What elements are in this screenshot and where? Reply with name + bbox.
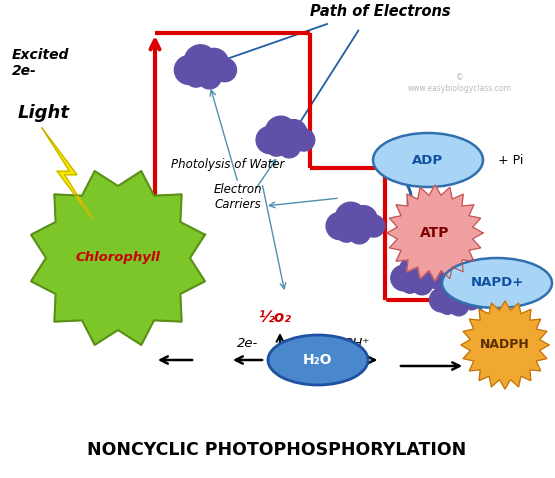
Circle shape	[451, 282, 475, 306]
Circle shape	[185, 65, 207, 87]
Circle shape	[174, 55, 203, 85]
Text: Chlorophyll: Chlorophyll	[75, 251, 160, 264]
Circle shape	[198, 65, 221, 89]
Circle shape	[400, 256, 428, 284]
Circle shape	[400, 274, 420, 293]
Text: + Pi: + Pi	[498, 153, 523, 166]
Text: Path of Electrons: Path of Electrons	[310, 4, 451, 19]
Text: Electron
Carriers: Electron Carriers	[214, 183, 263, 211]
Text: NONCYCLIC PHOTOPHOSPHORYLATION: NONCYCLIC PHOTOPHOSPHORYLATION	[87, 441, 467, 459]
Circle shape	[266, 136, 287, 156]
Circle shape	[391, 265, 416, 291]
Polygon shape	[461, 301, 549, 389]
Circle shape	[430, 288, 453, 312]
Circle shape	[412, 274, 432, 295]
Text: Light: Light	[18, 104, 70, 122]
Polygon shape	[42, 128, 92, 218]
Text: ADP: ADP	[412, 153, 443, 166]
Circle shape	[265, 116, 296, 147]
Circle shape	[449, 296, 468, 316]
Circle shape	[335, 202, 366, 233]
Circle shape	[362, 215, 385, 237]
Circle shape	[213, 58, 236, 82]
Circle shape	[256, 126, 283, 153]
Circle shape	[462, 290, 481, 310]
Text: ©
www.easybiologyclass.com: © www.easybiologyclass.com	[408, 73, 512, 93]
Circle shape	[438, 296, 457, 314]
Circle shape	[184, 45, 216, 77]
Circle shape	[280, 120, 307, 147]
Circle shape	[348, 222, 370, 244]
Circle shape	[278, 136, 300, 158]
Circle shape	[413, 259, 439, 284]
Circle shape	[200, 48, 229, 77]
Text: 2H⁺: 2H⁺	[345, 337, 371, 350]
Text: 2e-: 2e-	[238, 337, 259, 350]
Text: NAPD+: NAPD+	[471, 276, 523, 290]
Text: Photolysis of Water: Photolysis of Water	[171, 158, 285, 171]
Ellipse shape	[373, 133, 483, 187]
Text: NADPH: NADPH	[480, 338, 530, 351]
Ellipse shape	[442, 258, 552, 308]
Circle shape	[425, 268, 446, 288]
Circle shape	[292, 129, 315, 151]
Text: ½o₂: ½o₂	[259, 311, 291, 326]
Circle shape	[336, 222, 357, 242]
Text: Excited
2e-: Excited 2e-	[12, 48, 69, 78]
Polygon shape	[31, 171, 205, 345]
Polygon shape	[387, 185, 483, 281]
Ellipse shape	[268, 335, 368, 385]
Text: H₂O: H₂O	[303, 353, 333, 367]
Circle shape	[438, 279, 465, 306]
Circle shape	[326, 212, 354, 239]
Text: ATP: ATP	[420, 226, 450, 240]
Circle shape	[350, 206, 377, 233]
